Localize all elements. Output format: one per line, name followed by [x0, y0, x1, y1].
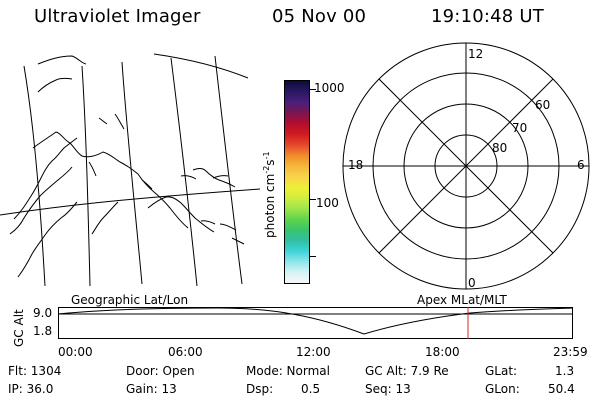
coastline-16	[88, 161, 97, 177]
status-mode: Mode: Normal	[246, 364, 330, 378]
coastline-6	[91, 201, 119, 235]
colorbar	[284, 80, 310, 284]
status-dsp-label: Dsp:	[246, 382, 274, 396]
polar-axis-diag2	[378, 78, 554, 254]
map-grid-arc-top	[153, 53, 249, 79]
coastline-1	[37, 55, 87, 65]
polar-panel	[342, 42, 590, 290]
coastline-5	[17, 201, 78, 278]
coastline-17	[98, 117, 108, 125]
coastline-9	[180, 175, 197, 180]
coastline-14	[141, 179, 153, 190]
map-grid-line-2	[81, 65, 91, 287]
instrument-title: Ultraviolet Imager	[34, 6, 201, 27]
x-tick-06-00: 06:00	[168, 345, 203, 359]
status-dsp-value: 0.5	[301, 382, 321, 396]
coastline-4	[9, 166, 73, 235]
date-text: 05 Nov 00	[272, 6, 367, 27]
status-seq: Seq: 13	[365, 382, 411, 396]
coastline-12	[219, 223, 237, 231]
map-grid-line-5	[214, 55, 243, 285]
coastline-3	[13, 137, 78, 220]
time-text: 19:10:48 UT	[431, 6, 544, 27]
colorbar-tick-1000: 1000	[314, 81, 345, 95]
altitude-curve-right	[363, 307, 573, 335]
polar-label-bottom: 0	[468, 276, 476, 290]
coastline-15	[114, 113, 125, 130]
coastline-8	[192, 168, 236, 188]
status-gain: Gain: 13	[126, 382, 177, 396]
status-door: Door: Open	[126, 364, 195, 378]
status-ip: IP: 36.0	[8, 382, 54, 396]
x-tick-00-00: 00:00	[58, 345, 93, 359]
colorbar-ticks	[310, 80, 324, 284]
map-panel	[0, 48, 260, 288]
y-tick-1-8: 1.8	[33, 324, 53, 338]
x-tick-23-59: 23:59	[553, 345, 588, 359]
status-glat-value: 1.3	[555, 364, 575, 378]
coastline-13	[231, 237, 245, 245]
coastline-11	[37, 77, 73, 93]
polar-ring-label-70: 70	[512, 121, 528, 135]
polar-label-left: 18	[348, 158, 364, 172]
colorbar-tick-100: 100	[316, 196, 339, 210]
coastline-18	[200, 220, 216, 225]
map-grid-horizon	[0, 188, 260, 216]
map-grid-line-4	[170, 57, 198, 287]
map-grid-line-3	[121, 61, 143, 285]
coastline-7	[147, 196, 215, 233]
polar-ring-label-60: 60	[535, 98, 551, 112]
x-tick-12-00: 12:00	[296, 345, 331, 359]
status-flt: Flt: 1304	[8, 364, 62, 378]
colorbar-label: photon cm-2s-1	[262, 151, 277, 238]
gc-alt-axis-label: GC Alt	[12, 309, 26, 347]
altitude-curve-left	[58, 307, 365, 335]
apex-caption: Apex MLat/MLT	[417, 293, 507, 307]
coastline-10	[212, 175, 229, 179]
status-glon-label: GLon:	[485, 382, 520, 396]
status-glon-value: 50.4	[548, 382, 575, 396]
polar-label-right: 6	[577, 158, 585, 172]
polar-label-top: 12	[468, 47, 484, 61]
altitude-plot	[58, 307, 573, 339]
geographic-caption: Geographic Lat/Lon	[71, 293, 189, 307]
coastline-2	[32, 131, 189, 229]
y-tick-9: 9.0	[33, 306, 53, 320]
status-glat-label: GLat:	[485, 364, 518, 378]
map-grid-line-1	[23, 65, 46, 287]
x-tick-18-00: 18:00	[425, 345, 460, 359]
status-gc-alt: GC Alt: 7.9 Re	[365, 364, 449, 378]
polar-ring-label-80: 80	[492, 141, 508, 155]
